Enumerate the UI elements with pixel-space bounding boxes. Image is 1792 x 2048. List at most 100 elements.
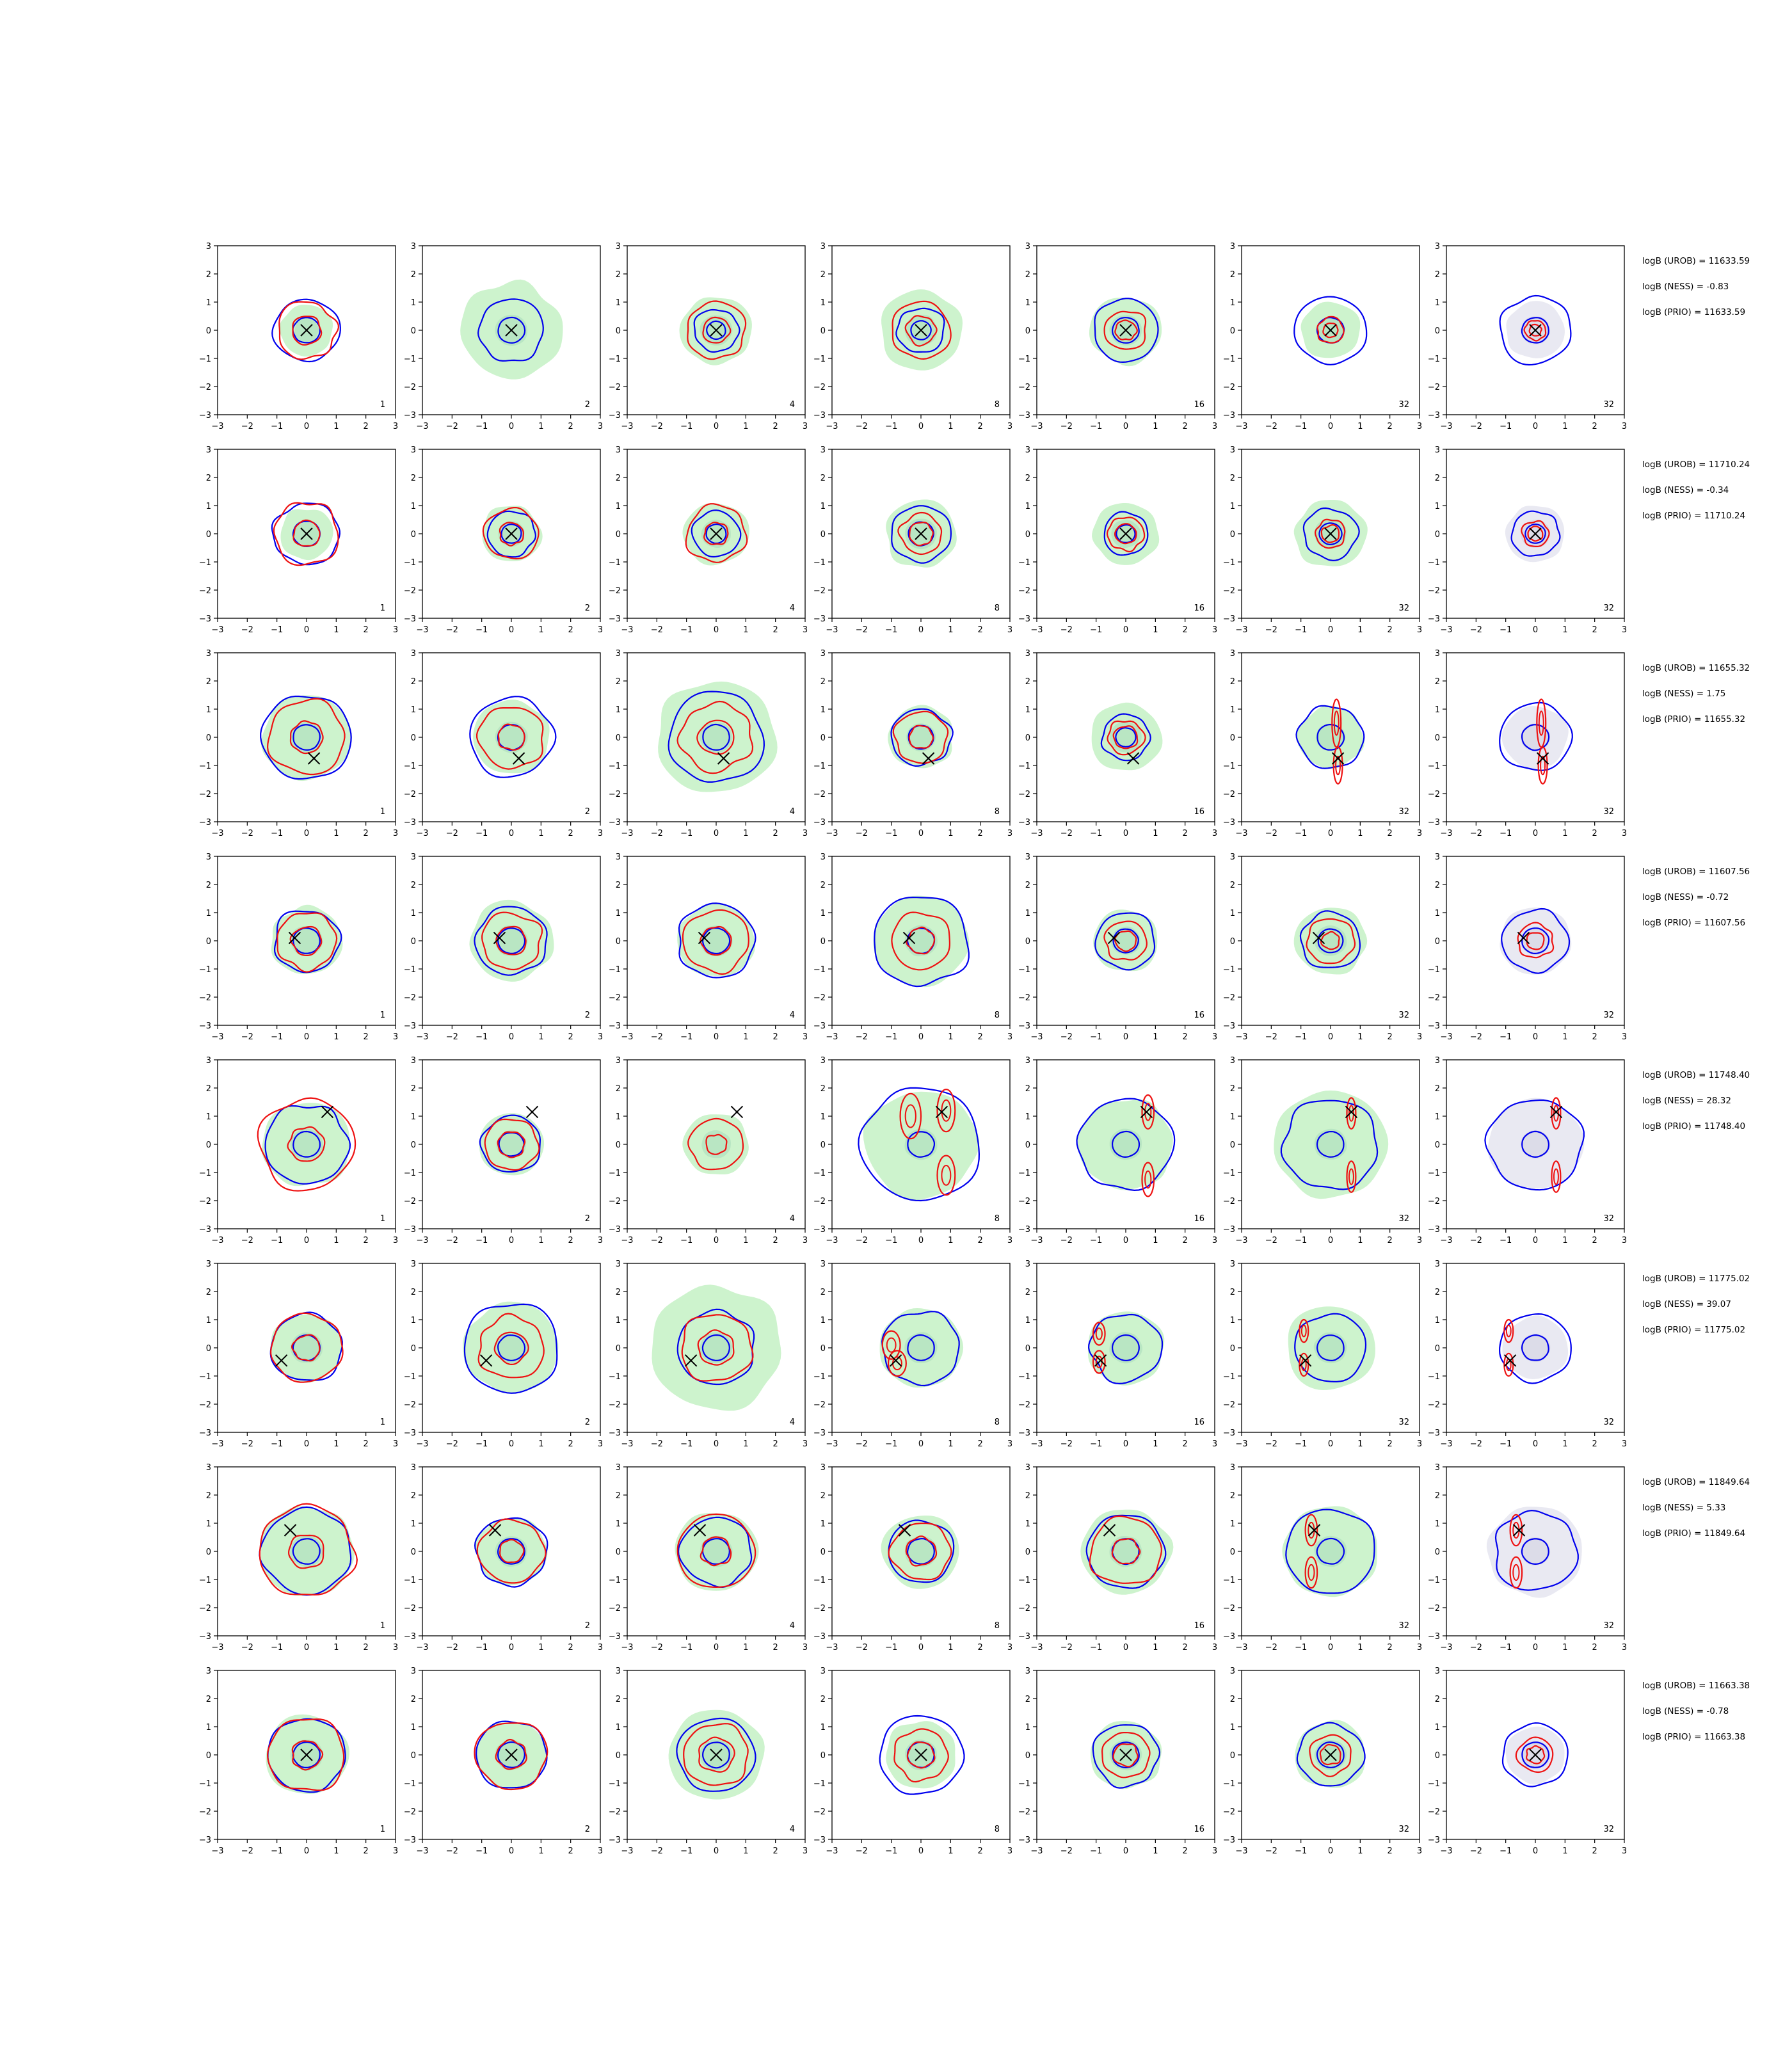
red-mode-ellipse-inner-2 <box>941 1099 952 1122</box>
red-mode-ellipse-2 <box>1346 1160 1357 1193</box>
x-tick-label: 1 <box>743 1439 748 1449</box>
y-tick-label: 3 <box>1435 1260 1440 1269</box>
blue-contour-outer <box>463 1303 558 1394</box>
y-tick-label: 3 <box>1435 1463 1440 1473</box>
y-tick-label: 1 <box>820 1519 826 1529</box>
blue-contour-inner <box>1316 1334 1345 1362</box>
red-mode-ellipse-1 <box>1346 1097 1357 1130</box>
x-tick-label: 3 <box>1007 422 1012 431</box>
red-mode-ellipse-1 <box>1509 1514 1523 1547</box>
y-tick-label: 2 <box>1435 1288 1440 1297</box>
y-tick-label: 3 <box>616 1463 621 1473</box>
y-tick-label: 3 <box>1435 1056 1440 1066</box>
panel-plot-area <box>888 705 954 769</box>
y-tick-label: 3 <box>820 1056 826 1066</box>
y-tick-label: 0 <box>206 733 211 743</box>
y-tick-label: 3 <box>616 445 621 455</box>
x-tick-label: −2 <box>1060 829 1073 838</box>
x-tick-label: −1 <box>1295 422 1307 431</box>
panel-plot-area <box>658 681 778 792</box>
y-tick-label: 2 <box>820 1695 826 1704</box>
x-tick-label: 0 <box>1328 422 1333 431</box>
y-tick-label: −1 <box>404 558 416 568</box>
y-tick-label: −3 <box>1018 1428 1030 1438</box>
y-tick-label: −1 <box>1018 965 1030 975</box>
blue-contour-outer <box>676 1717 756 1792</box>
y-tick-label: 3 <box>616 1260 621 1269</box>
y-tick-label: −3 <box>1223 1225 1235 1235</box>
x-tick-label: −2 <box>241 1236 253 1245</box>
y-tick-label: 3 <box>1025 445 1030 455</box>
y-tick-label: −3 <box>1018 818 1030 828</box>
x-tick-label: −3 <box>416 1236 428 1245</box>
true-value-marker <box>321 1105 334 1119</box>
y-tick-label: 0 <box>206 1751 211 1761</box>
x-tick-label: 1 <box>1357 1643 1363 1652</box>
x-tick-label: 0 <box>714 1643 719 1652</box>
y-tick-label: −3 <box>813 1428 826 1438</box>
panel-corner-label: 2 <box>585 1621 590 1631</box>
x-tick-label: 2 <box>1592 1236 1597 1245</box>
y-tick-label: 3 <box>411 1056 416 1066</box>
y-tick-label: 1 <box>616 705 621 715</box>
true-value-marker <box>1549 1105 1563 1119</box>
red-contour-1 <box>474 1722 548 1791</box>
red-contour-1 <box>477 1313 545 1379</box>
panel-r8-c5: −3−3 −2 −2 −1 −1 0 0 1 1 2 2 3 3 16 <box>1018 1667 1217 1856</box>
true-value-marker <box>1324 324 1337 337</box>
y-tick-label: 2 <box>1025 270 1030 280</box>
y-tick-label: −1 <box>813 1169 826 1178</box>
row-3-statistics: logB (UROB) = 11655.32 logB (NESS) = 1.75… <box>1642 663 1750 724</box>
red-mode-ellipse-1 <box>1141 1094 1155 1130</box>
panel-corner-label: 8 <box>995 400 1000 410</box>
y-tick-label: 2 <box>616 881 621 890</box>
x-tick-label: −2 <box>1060 422 1073 431</box>
x-tick-label: 3 <box>1417 1236 1422 1245</box>
x-tick-label: 0 <box>1123 1439 1128 1449</box>
y-tick-label: −1 <box>609 1779 621 1789</box>
true-value-marker <box>1529 527 1542 540</box>
y-tick-label: −2 <box>609 993 621 1003</box>
y-tick-label: −2 <box>199 790 211 799</box>
x-tick-label: 3 <box>1007 1032 1012 1042</box>
logb-annotation: logB (PRIO) = 11849.64 <box>1642 1528 1745 1539</box>
panel-corner-label: 1 <box>380 604 385 613</box>
red-contour-2 <box>1112 725 1139 749</box>
x-tick-label: 2 <box>978 1032 983 1042</box>
x-tick-label: −3 <box>1235 422 1247 431</box>
x-tick-label: −3 <box>826 1032 838 1042</box>
y-tick-label: 0 <box>820 530 826 540</box>
x-tick-label: −1 <box>271 1032 283 1042</box>
y-tick-label: 3 <box>206 852 211 862</box>
red-contour-1 <box>1314 518 1346 549</box>
x-tick-label: 1 <box>948 1439 953 1449</box>
red-contour-2 <box>499 1539 525 1564</box>
logb-annotation: logB (NESS) = 5.33 <box>1642 1503 1725 1513</box>
y-tick-label: −2 <box>813 1604 826 1613</box>
x-tick-label: 1 <box>538 1643 543 1652</box>
x-tick-label: −2 <box>1265 422 1277 431</box>
blue-contour-inner <box>497 1334 526 1361</box>
panel-plot-area <box>259 1503 358 1596</box>
x-tick-label: −1 <box>476 422 488 431</box>
y-tick-label: 1 <box>1230 298 1235 308</box>
blue-contour-outer <box>1296 1722 1366 1787</box>
blue-contour-inner <box>1317 928 1344 954</box>
y-tick-label: 0 <box>1025 1140 1030 1150</box>
y-tick-label: 0 <box>616 1548 621 1557</box>
y-tick-label: −3 <box>199 1632 211 1642</box>
panel-r1-c5: −3−3 −2 −2 −1 −1 0 0 1 1 2 2 3 3 16 <box>1018 242 1217 431</box>
y-tick-label: 2 <box>616 270 621 280</box>
x-tick-label: 2 <box>773 1236 778 1245</box>
true-value-marker <box>1299 1354 1312 1367</box>
y-tick-label: 3 <box>206 1260 211 1269</box>
x-tick-label: 3 <box>1007 625 1012 635</box>
y-tick-label: 0 <box>616 1751 621 1761</box>
x-tick-label: 1 <box>538 1439 543 1449</box>
x-tick-label: 2 <box>568 1236 573 1245</box>
x-tick-label: −1 <box>885 1643 897 1652</box>
red-contour-1 <box>676 1513 756 1588</box>
x-tick-label: 1 <box>948 625 953 635</box>
x-tick-label: −1 <box>476 1236 488 1245</box>
x-tick-label: 1 <box>333 625 339 635</box>
